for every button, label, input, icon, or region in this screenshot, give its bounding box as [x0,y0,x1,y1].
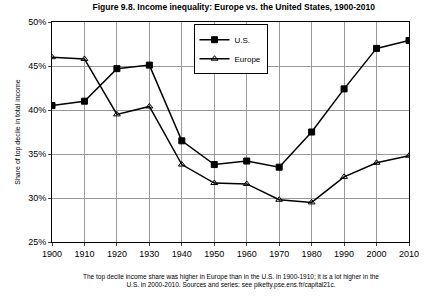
svg-text:1990: 1990 [334,249,354,259]
svg-text:30%: 30% [28,193,46,203]
svg-text:35%: 35% [28,149,46,159]
svg-text:50%: 50% [28,17,46,27]
svg-text:Figure 9.8. Income inequality:: Figure 9.8. Income inequality: Europe vs… [93,2,376,12]
svg-text:U.S.: U.S. [235,36,251,45]
svg-text:2010: 2010 [399,249,419,259]
svg-text:2000: 2000 [367,249,387,259]
svg-text:1960: 1960 [237,249,257,259]
svg-text:1930: 1930 [139,249,159,259]
svg-text:40%: 40% [28,105,46,115]
svg-text:1970: 1970 [269,249,289,259]
svg-text:1910: 1910 [74,249,94,259]
svg-text:1950: 1950 [204,249,224,259]
svg-text:Share of top decile in total i: Share of top decile in total income [14,79,22,185]
svg-text:The top decile income share wa: The top decile income share was higher i… [83,273,379,289]
svg-text:Europe: Europe [235,55,261,64]
svg-text:1940: 1940 [172,249,192,259]
svg-text:25%: 25% [28,237,46,247]
svg-text:1920: 1920 [107,249,127,259]
svg-text:45%: 45% [28,61,46,71]
svg-text:1980: 1980 [302,249,322,259]
svg-text:1900: 1900 [42,249,62,259]
